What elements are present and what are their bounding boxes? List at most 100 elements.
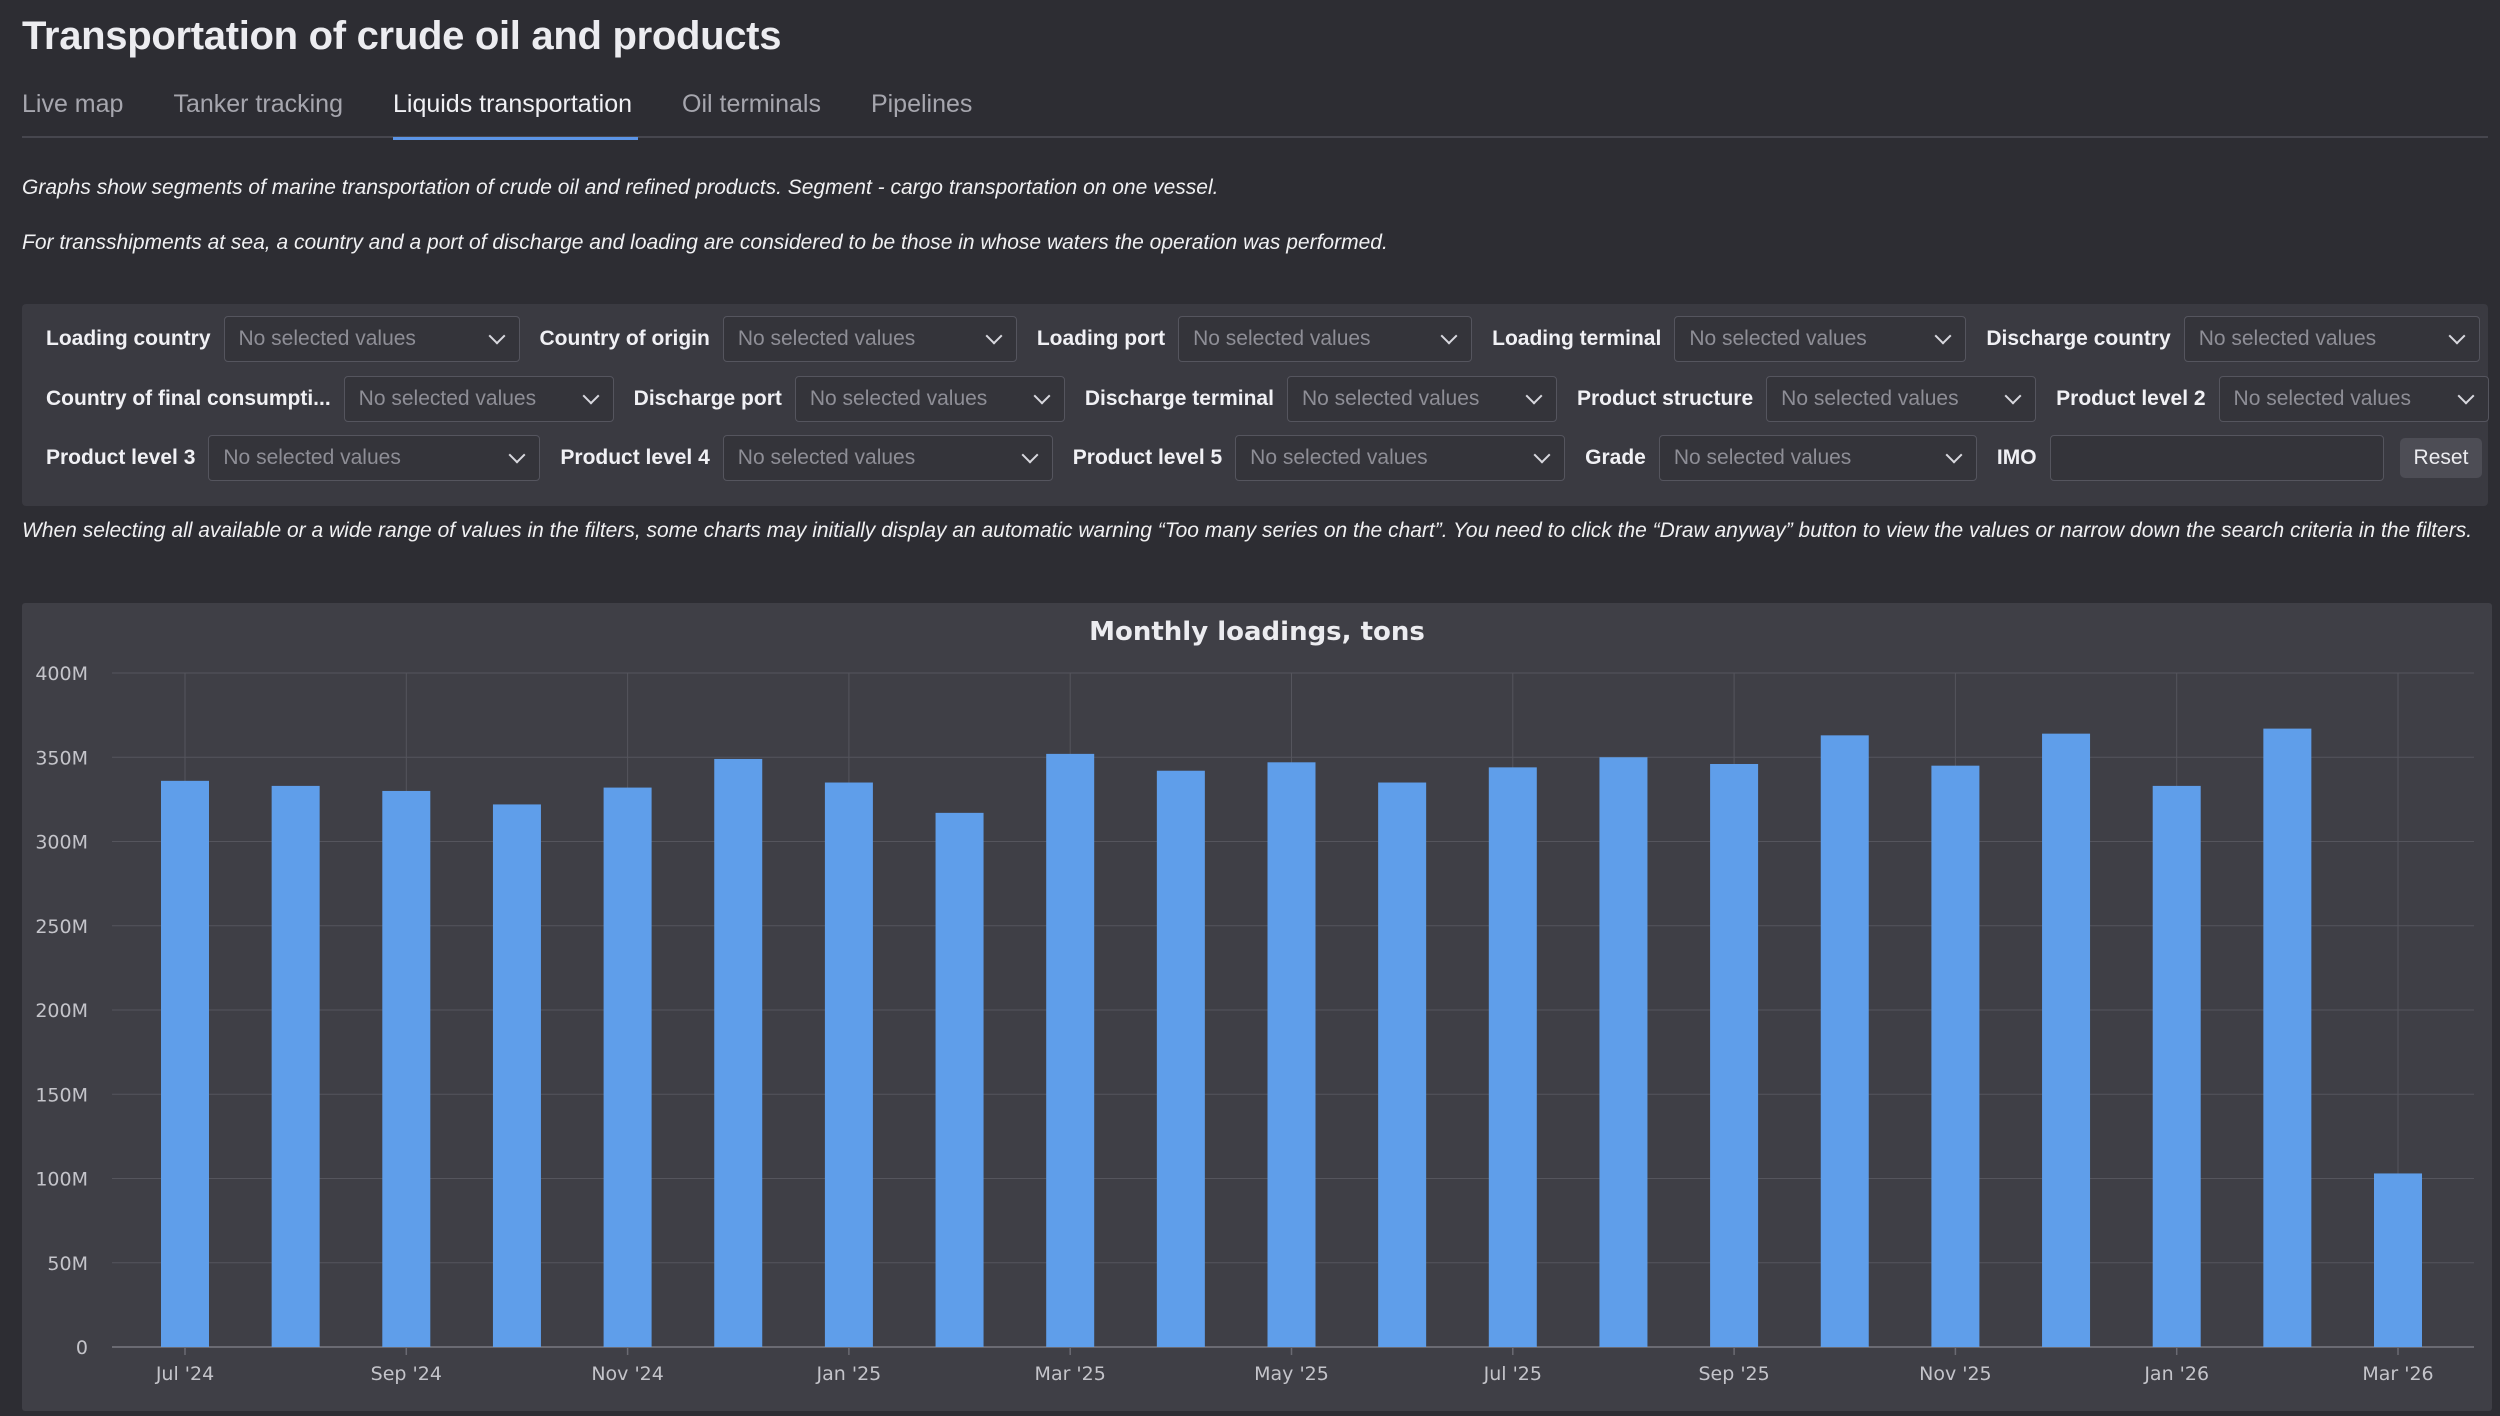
chevron-down-icon bbox=[1033, 387, 1051, 405]
chevron-down-icon bbox=[2457, 387, 2475, 405]
country-of-final-consumption-select[interactable]: No selected values bbox=[343, 376, 614, 422]
chevron-down-icon bbox=[2004, 387, 2022, 405]
select-placeholder: No selected values bbox=[1673, 446, 1852, 469]
select-placeholder: No selected values bbox=[223, 446, 401, 469]
product-level-3-select[interactable]: No selected values bbox=[208, 435, 541, 481]
transshipment-note: For transshipments at sea, a country and… bbox=[22, 231, 1388, 254]
tab-tanker-tracking[interactable]: Tanker tracking bbox=[173, 90, 343, 118]
page-title: Transportation of crude oil and products bbox=[22, 14, 782, 58]
chevron-down-icon bbox=[582, 387, 600, 405]
loading-port-select[interactable]: No selected values bbox=[1178, 316, 1473, 362]
chevron-down-icon bbox=[1440, 327, 1458, 345]
filter-label: Discharge country bbox=[1986, 327, 2171, 350]
y-tick-label: 0 bbox=[76, 1337, 88, 1359]
x-tick-label: May '25 bbox=[1254, 1363, 1329, 1385]
y-tick-label: 200M bbox=[35, 1000, 88, 1022]
bar bbox=[2374, 1173, 2422, 1347]
imo-label: IMO bbox=[1996, 446, 2037, 469]
y-tick-label: 150M bbox=[35, 1084, 88, 1106]
discharge-port-select[interactable]: No selected values bbox=[794, 376, 1065, 422]
filter-label: Loading country bbox=[46, 327, 211, 350]
bar bbox=[1710, 763, 1759, 1347]
select-placeholder: No selected values bbox=[358, 387, 537, 410]
grade-select[interactable]: No selected values bbox=[1658, 435, 1977, 481]
product-level-5-select[interactable]: No selected values bbox=[1235, 435, 1566, 481]
select-placeholder: No selected values bbox=[809, 387, 988, 410]
filter-label: Loading port bbox=[1036, 327, 1166, 350]
bar bbox=[1931, 765, 1980, 1347]
x-tick-label: Sep '25 bbox=[1698, 1363, 1769, 1385]
select-placeholder: No selected values bbox=[2233, 387, 2411, 410]
filter-label: Country of final consumpti... bbox=[46, 387, 331, 410]
discharge-terminal-select[interactable]: No selected values bbox=[1286, 376, 1557, 422]
tab-pipelines[interactable]: Pipelines bbox=[870, 90, 973, 118]
loading-country-select[interactable]: No selected values bbox=[223, 316, 520, 362]
chart-svg: Monthly loadings, tons 0 50M 100M 150M 200M 2… bbox=[35, 617, 2474, 1385]
loading-terminal-select[interactable]: No selected values bbox=[1674, 316, 1967, 362]
select-placeholder: No selected values bbox=[1781, 387, 1959, 410]
imo-input[interactable] bbox=[2049, 435, 2384, 481]
bar bbox=[714, 758, 763, 1347]
x-tick-label: Nov '25 bbox=[1919, 1363, 1992, 1385]
filter-warning: When selecting all available or a wide r… bbox=[22, 519, 2473, 542]
tab-oil-terminals[interactable]: Oil terminals bbox=[682, 90, 821, 118]
y-tick-label: 350M bbox=[35, 747, 88, 769]
y-tick-label: 400M bbox=[35, 663, 88, 685]
tab-bar: Live map Tanker tracking Liquids transpo… bbox=[22, 86, 2488, 140]
country-of-origin-select[interactable]: No selected values bbox=[722, 316, 1017, 362]
bar-layer bbox=[161, 728, 2422, 1347]
select-placeholder: No selected values bbox=[238, 327, 416, 350]
tab-live-map[interactable]: Live map bbox=[22, 90, 124, 118]
bar bbox=[1599, 757, 1648, 1347]
filter-label: Product structure bbox=[1576, 387, 1754, 410]
chevron-down-icon bbox=[2448, 327, 2466, 345]
product-structure-select[interactable]: No selected values bbox=[1766, 376, 2037, 422]
product-level-4-select[interactable]: No selected values bbox=[722, 435, 1053, 481]
bar bbox=[271, 785, 320, 1347]
description-note: Graphs show segments of marine transport… bbox=[22, 176, 1219, 199]
bar bbox=[492, 804, 541, 1347]
chevron-down-icon bbox=[1945, 446, 1963, 464]
product-level-2-select[interactable]: No selected values bbox=[2218, 376, 2489, 422]
bar bbox=[1488, 767, 1537, 1347]
filter-row: Product level 3 No selected values Produ… bbox=[46, 434, 2483, 482]
chevron-down-icon bbox=[985, 327, 1003, 345]
select-placeholder: No selected values bbox=[1250, 446, 1428, 469]
select-placeholder: No selected values bbox=[1301, 387, 1480, 410]
bar bbox=[2042, 733, 2091, 1347]
axis-layer: 0 50M 100M 150M 200M 250M 300M 350M 400M Jul '24 S… bbox=[35, 663, 2433, 1385]
bar bbox=[2263, 728, 2312, 1347]
bar bbox=[1046, 753, 1095, 1347]
y-tick-label: 100M bbox=[35, 1169, 88, 1191]
x-tick-label: Jan '25 bbox=[816, 1363, 882, 1385]
x-tick-label: Nov '24 bbox=[591, 1363, 664, 1385]
bar bbox=[824, 782, 873, 1347]
bar bbox=[1267, 762, 1316, 1347]
discharge-country-select[interactable]: No selected values bbox=[2183, 316, 2480, 362]
chevron-down-icon bbox=[508, 446, 526, 464]
x-tick-label: Mar '26 bbox=[2362, 1363, 2433, 1385]
chevron-down-icon bbox=[1525, 387, 1543, 405]
x-tick-label: Sep '24 bbox=[371, 1363, 442, 1385]
filter-label: Product level 2 bbox=[2056, 387, 2206, 410]
monthly-loadings-chart: Monthly loadings, tons 0 50M 100M 150M 200M 2… bbox=[22, 603, 2492, 1411]
filters-panel: Loading country No selected values Count… bbox=[22, 304, 2489, 506]
reset-button[interactable]: Reset bbox=[2399, 438, 2483, 478]
filter-label: Country of origin bbox=[539, 327, 710, 350]
tab-liquids-transportation[interactable]: Liquids transportation bbox=[392, 86, 639, 140]
bar bbox=[1820, 735, 1869, 1347]
bar bbox=[1156, 770, 1205, 1347]
filter-label: Product level 3 bbox=[46, 446, 196, 469]
x-tick-label: Mar '25 bbox=[1035, 1363, 1106, 1385]
bar bbox=[382, 790, 431, 1347]
bar bbox=[935, 812, 984, 1347]
chart-title: Monthly loadings, tons bbox=[1089, 617, 1425, 647]
filter-row: Loading country No selected values Count… bbox=[46, 315, 2480, 363]
filter-label: Loading terminal bbox=[1492, 327, 1662, 350]
x-tick-label: Jul '25 bbox=[1483, 1363, 1542, 1385]
select-placeholder: No selected values bbox=[1193, 327, 1371, 350]
bar bbox=[2152, 785, 2201, 1347]
y-tick-label: 300M bbox=[35, 832, 88, 854]
chevron-down-icon bbox=[1934, 327, 1952, 345]
